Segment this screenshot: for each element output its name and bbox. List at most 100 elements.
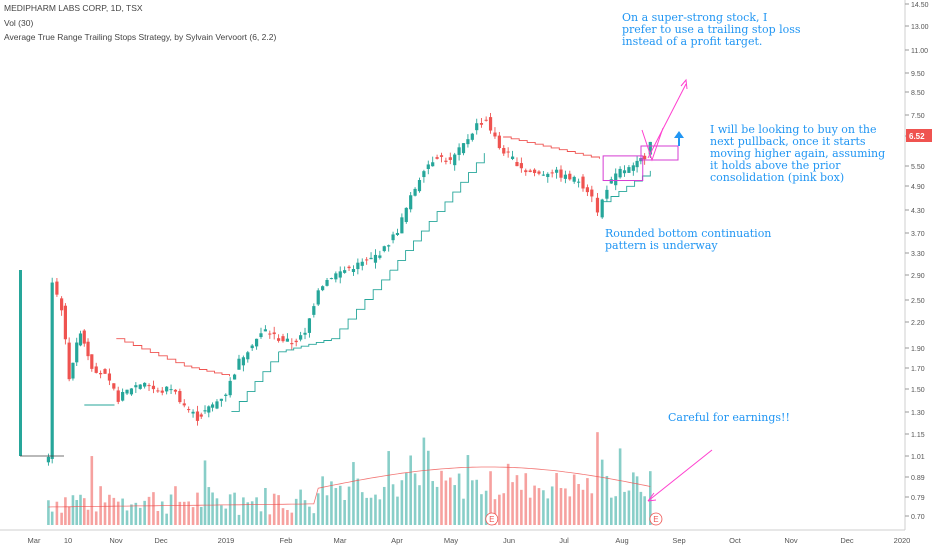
candle-body	[541, 174, 545, 176]
volume-bar	[409, 455, 412, 525]
candle-body	[112, 383, 116, 389]
annotation-buy-pullback: I will be looking to buy on the next pul…	[710, 123, 886, 184]
upside-projection-arrow	[647, 83, 687, 159]
candle-body	[103, 369, 107, 374]
earnings-marker	[485, 512, 499, 526]
candle-body	[199, 414, 203, 417]
candle-body	[75, 342, 79, 363]
candle-body	[400, 217, 404, 234]
candle-body	[325, 279, 329, 286]
candle-body	[382, 246, 386, 252]
x-tick-label: Sep	[672, 536, 685, 545]
candle-body	[510, 156, 515, 160]
candle-body	[165, 386, 169, 392]
symbol-title[interactable]: MEDIPHARM LABS CORP, 1D, TSX	[4, 3, 143, 13]
volume-bar	[635, 476, 639, 525]
candle-body	[563, 174, 567, 179]
candle-body	[439, 155, 444, 157]
volume-bar	[259, 511, 263, 525]
candle-body	[312, 306, 316, 315]
volume-bar	[605, 475, 609, 525]
volume-bar	[228, 494, 232, 525]
volume-bar	[365, 497, 368, 525]
volume-indicator-label[interactable]: Vol (30)	[4, 18, 34, 28]
volume-bar	[250, 501, 254, 525]
candle-body	[60, 298, 64, 311]
volume-bar	[643, 496, 646, 525]
trailing-stop-line	[278, 338, 332, 353]
volume-bar	[272, 493, 276, 525]
volume-bar	[360, 492, 364, 525]
projection-box	[640, 145, 679, 161]
volume-bar	[191, 507, 195, 525]
candle-body	[94, 366, 98, 373]
volume-bar	[489, 471, 492, 525]
candle-body	[232, 374, 237, 380]
volume-bar	[391, 484, 395, 525]
volume-bar	[396, 496, 399, 525]
volume-bar	[215, 498, 219, 525]
trailing-stop-line	[116, 338, 185, 367]
candle-body	[448, 157, 452, 160]
annotation-earnings-warning: Careful for earnings!!	[668, 411, 790, 424]
earnings-marker-label: E	[653, 515, 658, 524]
volume-bar	[511, 482, 514, 525]
strategy-indicator-label[interactable]: Average True Range Trailing Stops Strate…	[4, 32, 277, 42]
volume-bar	[369, 497, 373, 525]
candle-body	[303, 332, 307, 335]
candle-body	[466, 139, 470, 145]
candle-body	[618, 168, 622, 178]
earnings-arrow	[647, 449, 713, 502]
x-tick-label: May	[444, 536, 458, 545]
volume-bar	[211, 492, 214, 525]
y-tick-label: 1.01	[911, 454, 925, 461]
y-tick-label: 7.50	[911, 113, 925, 120]
candle-body	[461, 143, 466, 154]
volume-bar	[165, 513, 168, 525]
candle-body	[237, 358, 241, 370]
x-tick-label: Dec	[154, 536, 168, 545]
volume-bar	[160, 501, 164, 525]
y-tick-label: 0.70	[911, 514, 925, 521]
candle-body	[268, 333, 272, 335]
upside-arrowhead	[680, 78, 688, 90]
volume-bar	[308, 506, 311, 525]
candle-body	[263, 329, 267, 332]
volume-bar	[82, 498, 86, 525]
candle-body	[219, 398, 223, 401]
candle-body	[246, 352, 250, 360]
volume-bar	[400, 480, 404, 525]
candle-body	[581, 176, 585, 189]
candle-body	[404, 207, 408, 222]
volume-bar	[502, 493, 506, 525]
volume-bar	[50, 511, 54, 525]
trailing-stop-line	[184, 365, 230, 377]
candle-body	[554, 169, 559, 173]
candle-body	[147, 385, 151, 387]
volume-bar	[422, 437, 426, 525]
volume-bar	[125, 510, 129, 525]
volume-bar	[233, 492, 236, 525]
volume-bar	[426, 450, 430, 525]
x-tick-label: Mar	[334, 536, 347, 545]
volume-bar	[130, 504, 133, 525]
volume-bar	[449, 477, 452, 525]
candle-body	[195, 411, 200, 421]
x-tick-label: 2020	[894, 536, 911, 545]
volume-bar	[255, 497, 258, 525]
annotation-trailing-stop: On a super-strong stock, I prefer to use…	[622, 11, 801, 48]
earnings-marker-label: E	[489, 515, 494, 524]
candle-body	[316, 290, 320, 305]
candle-body	[90, 354, 94, 369]
volume-bar	[316, 493, 320, 525]
candle-body	[307, 318, 312, 333]
volume-bar	[524, 473, 528, 525]
volume-bar	[268, 514, 272, 525]
candle-body	[417, 180, 422, 192]
earnings-arrowhead	[647, 492, 657, 502]
volume-bar	[242, 497, 245, 525]
candle-body	[294, 340, 298, 343]
y-tick-label: 1.50	[911, 387, 925, 394]
